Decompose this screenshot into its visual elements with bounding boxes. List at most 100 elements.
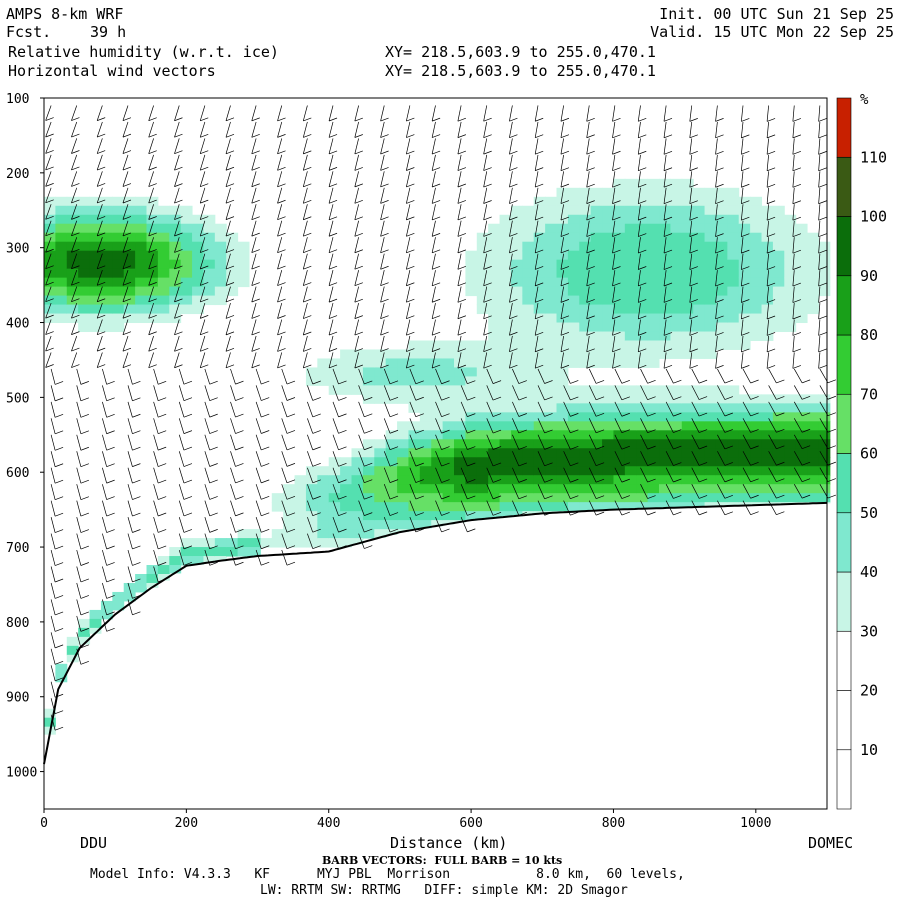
wind-barb-flag [303,167,312,171]
wind-barb-flag [200,117,209,122]
rh-cell [237,250,250,261]
rh-cell [727,214,740,225]
rh-cell [579,475,592,485]
wind-barb-flag [741,216,750,221]
wind-barb-flag [277,265,286,270]
rh-cell [602,232,614,243]
rh-cell [351,466,364,476]
wind-barb [612,237,616,254]
wind-barb [560,270,564,286]
rh-cell [66,654,79,663]
wind-barb-flag [638,150,647,155]
wind-barb [818,220,821,237]
wind-barb-flag [380,282,389,287]
wind-barb-flag [80,430,90,435]
wind-barb [715,171,718,188]
rh-cell [419,358,432,368]
rh-cell [465,250,478,261]
wind-barb [255,533,262,549]
rh-cell [602,196,614,207]
wind-barb-flag [148,314,157,319]
wind-barb [102,401,107,418]
wind-barb-flag [612,266,621,270]
wind-barb-flag [612,315,621,320]
rh-cell [693,313,706,324]
rh-cell [727,340,740,350]
wind-barb-flag [251,150,260,155]
wind-barb [740,154,744,171]
wind-barb [457,253,462,270]
rh-cell [647,484,660,494]
rh-cell [135,304,148,315]
rh-cell [624,331,637,341]
rh-cell [169,250,182,261]
wind-barb-flag [689,266,698,270]
wind-barb [818,319,821,336]
rh-cell [454,430,466,440]
wind-barb-flag [148,331,157,336]
wind-barb-flag [595,495,605,499]
wind-barb-flag [132,397,141,402]
rh-cell [44,313,56,324]
wind-barb [50,582,56,599]
rh-cell [704,475,717,485]
wind-barb-flag [122,331,132,336]
wind-barb [509,105,513,122]
rh-cell [408,484,421,494]
rh-cell [226,547,239,557]
rh-cell [670,295,683,306]
wind-barb-flag [54,479,64,484]
rh-cell [78,205,91,216]
rh-cell [727,286,740,297]
rh-cell [750,457,763,467]
rh-cell [624,286,637,297]
rh-cell [488,250,501,261]
wind-barb-flag [225,282,235,286]
rh-cell [476,268,489,279]
rh-cell [362,493,375,503]
wind-barb-flag [235,397,244,401]
wind-barb [406,187,411,204]
rh-cell [362,376,375,386]
rh-cell [385,484,398,494]
wind-barb [740,253,744,270]
rh-cell [408,394,421,404]
rh-cell [328,358,341,368]
wind-barb [251,138,257,154]
rh-cell [397,385,409,395]
wind-barb-flag [132,430,141,435]
wind-barb [204,533,211,549]
wind-barb [96,237,103,253]
wind-barb [534,286,539,303]
rh-cell [727,502,740,507]
wind-barb-flag [792,348,801,353]
wind-barb [715,319,718,336]
wind-barb-flag [106,446,115,451]
rh-cell [670,475,683,485]
wind-barb-flag [586,299,595,303]
rh-cell [510,295,523,306]
wind-barb-flag [698,495,708,499]
rh-cell [738,196,751,207]
wind-barb-flag [328,232,338,237]
rh-cell [203,259,216,270]
wind-barb [460,484,468,500]
rh-cell [123,223,136,234]
rh-cell [340,493,353,503]
rh-cell [317,493,330,503]
wind-barb [199,187,206,204]
wind-barb [178,368,185,385]
wind-barb [460,434,468,450]
rh-cell [340,358,353,368]
wind-barb-flag [586,167,595,172]
wind-barb [281,385,288,401]
wind-barb-flag [441,396,450,401]
rh-cell [157,556,170,566]
rh-cell [659,178,671,189]
rh-cell [283,511,296,521]
rh-cell [704,313,717,324]
wind-barb-flag [441,495,450,500]
rh-cell [510,394,523,404]
wind-barb-flag [663,216,673,221]
